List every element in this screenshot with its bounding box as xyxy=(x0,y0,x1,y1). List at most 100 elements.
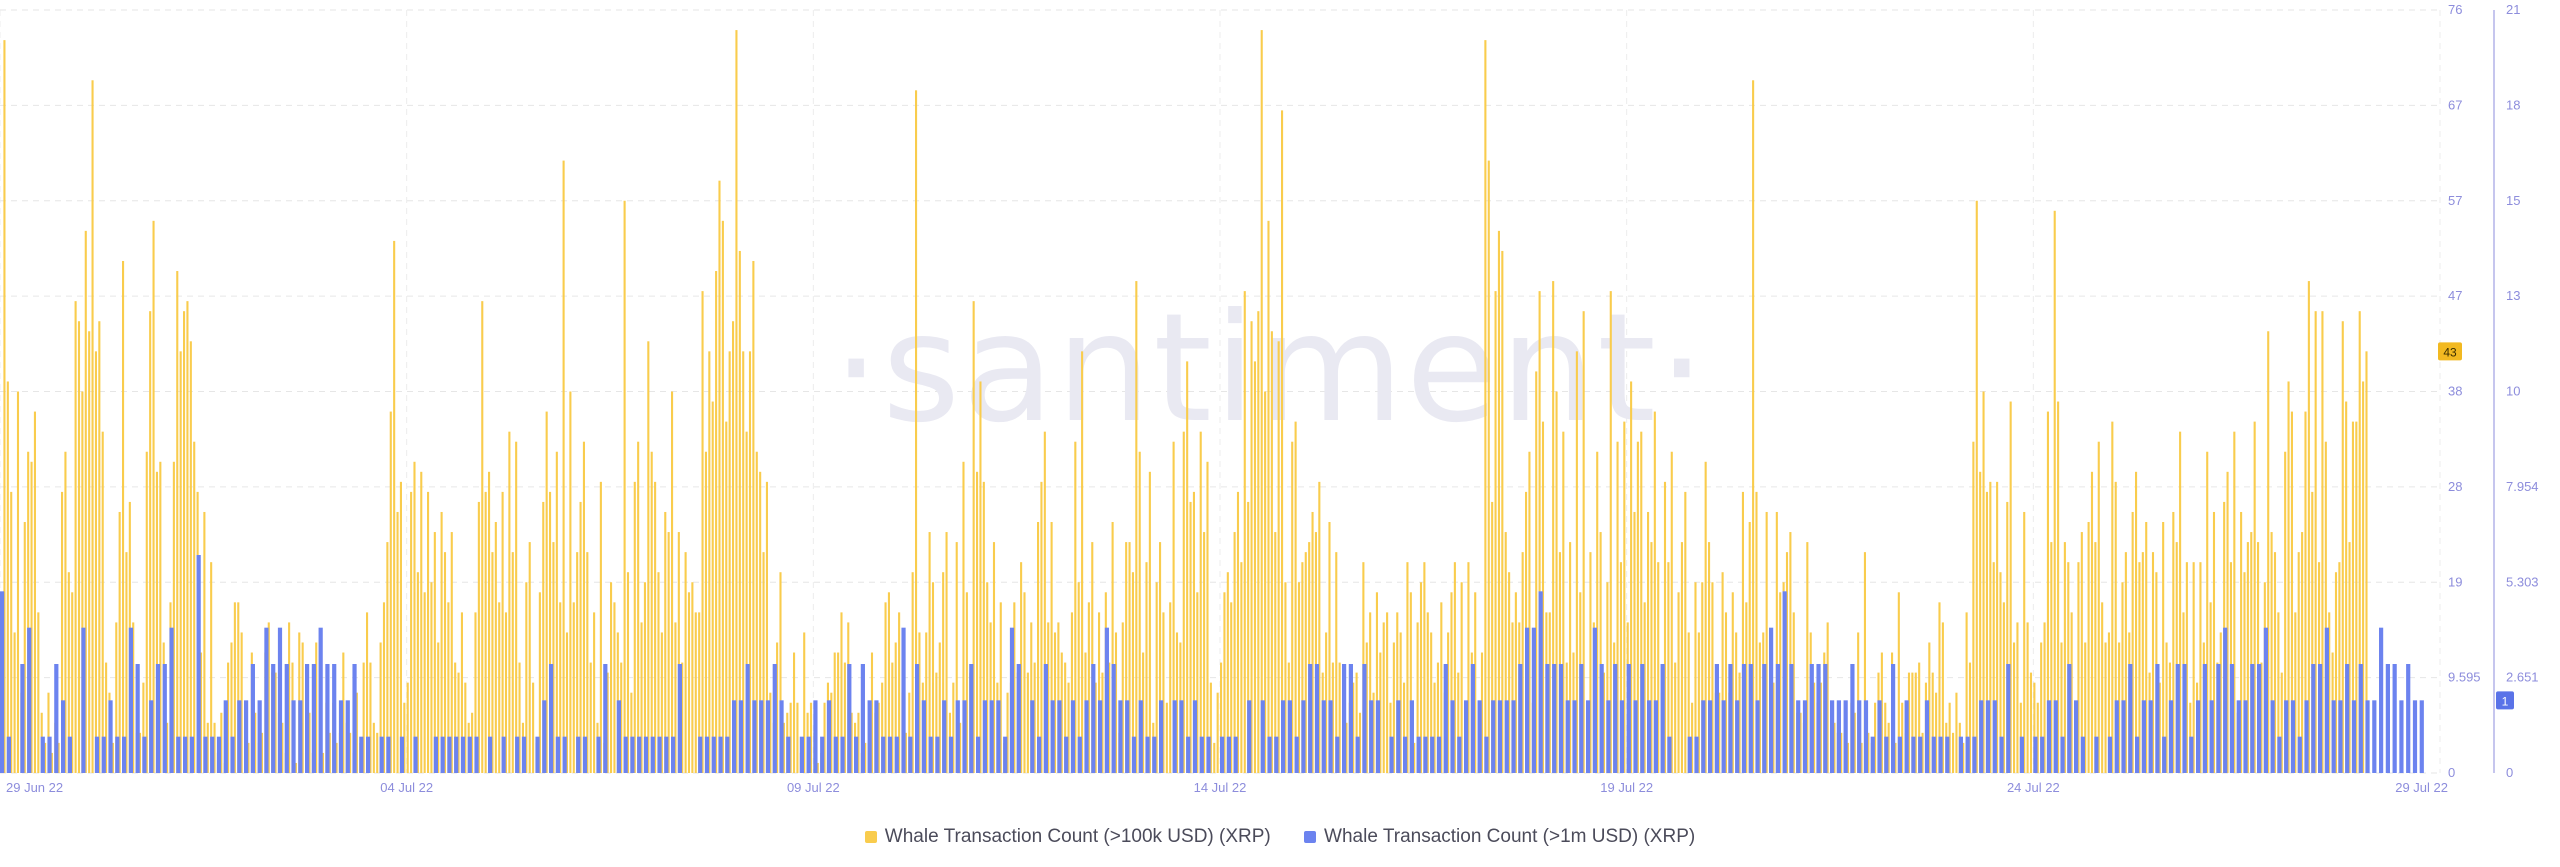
series-100k-bar xyxy=(2341,321,2344,773)
series-100k-bar xyxy=(1077,582,1080,773)
series-100k-bar xyxy=(267,622,270,773)
series-100k-bar xyxy=(1562,431,1565,773)
series-100k-bar xyxy=(1318,481,1321,773)
series-100k-bar xyxy=(321,752,325,773)
series-100k-bar xyxy=(1037,522,1040,773)
series-100k-bar xyxy=(420,471,423,773)
series-1m-bar xyxy=(806,736,811,773)
series-100k-bar xyxy=(152,220,155,773)
series-1m-bar xyxy=(1924,700,1930,773)
series-1m-bar xyxy=(460,736,466,773)
series-100k-bar xyxy=(294,762,297,773)
series-100k-bar xyxy=(999,602,1002,773)
series-1m-bar xyxy=(318,627,323,773)
series-100k-bar xyxy=(84,230,87,773)
series-1m-bar xyxy=(1735,700,1740,773)
series-1m-bar xyxy=(1009,627,1015,773)
series-100k-bar xyxy=(2172,511,2175,773)
series-100k-bar xyxy=(447,602,450,773)
series-100k-bar xyxy=(552,542,555,773)
series-100k-bar xyxy=(37,612,40,773)
series-100k-bar xyxy=(403,702,406,773)
series-100k-bar xyxy=(779,572,782,773)
series-100k-bar xyxy=(1731,592,1734,773)
series-100k-bar xyxy=(1826,622,1829,773)
series-100k-bar xyxy=(884,602,887,773)
series-1m-bar xyxy=(115,736,120,773)
series-100k-bar xyxy=(630,692,633,773)
series-100k-bar xyxy=(1135,281,1138,773)
series-1m-bar xyxy=(549,664,554,773)
series-100k-bar xyxy=(50,752,53,773)
series-1m-bar xyxy=(2033,736,2038,773)
series-100k-bar xyxy=(101,431,104,773)
series-100k-bar xyxy=(1606,582,1609,773)
series-1m-bar xyxy=(1606,700,1611,773)
legend-item-100k[interactable]: Whale Transaction Count (>100k USD) (XRP… xyxy=(864,826,1271,848)
series-100k-bar xyxy=(2321,311,2324,773)
series-100k-bar xyxy=(2226,471,2229,773)
series-100k-bar xyxy=(1023,592,1026,773)
series-100k-bar xyxy=(1216,692,1219,773)
series-1m-bar xyxy=(1328,700,1333,773)
series-1m-bar xyxy=(1870,736,1875,773)
series-100k-bar xyxy=(1623,421,1626,773)
legend-item-1m[interactable]: Whale Transaction Count (>1m USD) (XRP) xyxy=(1304,826,1695,848)
series-1m-bar xyxy=(1070,700,1076,773)
series-1m-bar xyxy=(1057,700,1062,773)
series-100k-bar xyxy=(752,260,755,773)
series-100k-bar xyxy=(2151,552,2155,773)
series-100k-bar xyxy=(1447,632,1450,773)
series-100k-bar xyxy=(2294,612,2297,773)
series-100k-bar xyxy=(1677,592,1680,773)
series-100k-bar xyxy=(732,321,735,773)
series-100k-bar xyxy=(2212,511,2216,773)
series-100k-bar xyxy=(1220,662,1223,773)
series-100k-bar xyxy=(47,692,50,773)
series-1m-bar xyxy=(2168,700,2174,773)
series-100k-bar xyxy=(2063,542,2066,773)
series-1m-bar xyxy=(2263,627,2268,773)
series-1m-bar xyxy=(2236,700,2241,773)
series-100k-bar xyxy=(2311,491,2314,773)
series-100k-bar xyxy=(2135,471,2138,773)
series-100k-bar xyxy=(833,652,836,773)
series-1m-bar xyxy=(2182,664,2187,773)
series-100k-bar xyxy=(1799,712,1802,773)
series-100k-bar xyxy=(2040,642,2043,773)
series-100k-bar xyxy=(193,441,196,773)
series-1m-bar xyxy=(1464,700,1469,773)
series-1m-bar xyxy=(1504,700,1509,773)
series-100k-bar xyxy=(1457,672,1460,773)
series-100k-bar xyxy=(674,622,677,773)
series-1m-bar xyxy=(1098,700,1103,773)
series-100k-bar xyxy=(2338,562,2341,773)
series-100k-bar xyxy=(1426,612,1429,773)
series-1m-bar xyxy=(6,736,11,773)
series-100k-bar xyxy=(1335,552,1338,773)
series-1m-bar xyxy=(2067,664,2072,773)
series-1m-bar xyxy=(2155,664,2160,773)
series-100k-bar xyxy=(3,40,6,774)
series-100k-bar xyxy=(454,662,457,773)
series-100k-bar xyxy=(210,562,213,773)
series-100k-bar xyxy=(1667,562,1670,773)
series-1m-bar xyxy=(1755,700,1760,773)
series-100k-bar xyxy=(77,321,81,773)
series-1m-bar xyxy=(291,700,296,773)
series-100k-bar xyxy=(610,582,613,773)
series-100k-bar xyxy=(166,722,169,773)
series-100k-bar xyxy=(762,552,765,773)
left-axis-tick: 57 xyxy=(2448,193,2462,208)
series-100k-bar xyxy=(237,602,240,773)
series-100k-bar xyxy=(579,501,582,773)
series-100k-bar xyxy=(1785,552,1789,773)
series-100k-bar xyxy=(1772,682,1775,773)
series-1m-bar xyxy=(1497,700,1503,773)
series-100k-bar xyxy=(57,742,60,773)
series-100k-bar xyxy=(840,612,843,773)
series-1m-bar xyxy=(704,736,710,773)
series-1m-bar xyxy=(2324,627,2329,773)
x-axis-tick: 04 Jul 22 xyxy=(380,780,433,795)
series-1m-bar xyxy=(284,664,289,773)
